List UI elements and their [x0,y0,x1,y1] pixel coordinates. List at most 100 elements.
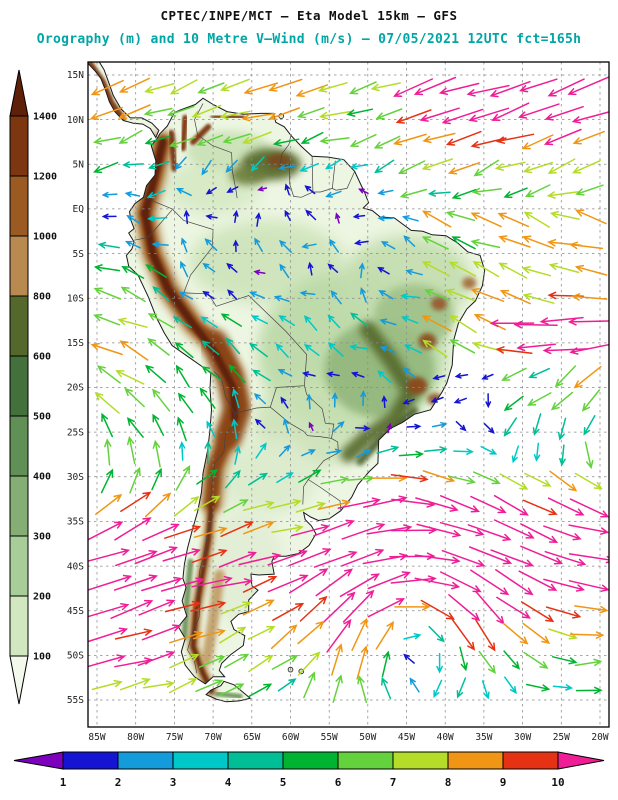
wind-arrow [326,448,343,455]
wind-arrow [92,161,119,174]
wind-arrow [304,185,316,195]
wind-arrow [422,132,456,144]
wind-arrow [525,683,551,692]
wind-arrow [448,594,481,622]
wind-arrow [454,372,469,379]
wind-arrow [299,162,320,172]
wind-arrow [218,551,257,568]
wind-arrow [299,595,328,622]
lon-label: 80W [127,732,144,743]
wind-arrow [162,548,201,562]
wind-arrow [117,317,148,328]
wind-arrow [445,210,476,222]
wind-arrow [468,107,510,122]
country-border [143,196,173,210]
wind-arrow [124,191,141,198]
colorbar-arrow-bottom [9,655,29,705]
wind-speed-label: 3 [170,776,177,789]
wind-arrow [300,131,324,144]
wind-arrow [569,631,605,639]
wind-arrow [491,102,530,121]
wind-arrow [574,264,608,276]
wind-arrow [119,677,151,691]
lon-label: 65W [243,732,260,743]
wind-arrow [504,676,517,695]
elevation-label: 200 [33,592,51,603]
wind-arrow [178,291,194,300]
wind-arrow [193,526,228,538]
colorbar-arrow-top [9,69,29,117]
wind-arrow [523,651,549,669]
wind-arrow [543,128,582,146]
colorbar-segment [447,751,504,770]
wind-arrow [392,133,427,146]
lat-label: 10S [67,293,84,304]
wind-arrow [330,290,342,305]
wind-arrow [331,391,338,408]
wind-arrow [549,470,578,492]
wind-arrow [152,286,170,302]
wind-arrow [126,417,144,438]
wind-arrow [346,108,374,117]
colorbar-segment [9,175,29,237]
wind-arrow [403,653,415,664]
wind-arrow [493,494,529,516]
wind-arrow [497,212,530,228]
wind-arrow [424,289,451,301]
wind-arrow [295,501,327,513]
wind-arrow [191,104,222,118]
wind-arrow [196,134,224,146]
elevation-label: 1400 [33,112,57,123]
wind-arrow [267,574,309,593]
wind-arrow [101,213,117,220]
wind-arrow [340,548,385,567]
wind-arrow [253,393,267,405]
wind-arrow [571,293,608,301]
lon-label: 20W [591,732,608,743]
wind-arrow [451,618,476,651]
wind-arrow [377,370,392,383]
wind-arrow [559,444,566,467]
elevation-label: 1200 [33,172,57,183]
wind-arrow [415,497,459,512]
colorbar-segment [9,235,29,297]
wind-arrow [176,416,187,442]
wind-arrow [478,650,496,674]
wind-arrow [498,235,531,248]
wind-arrow [175,188,192,197]
wind-arrow [381,650,391,678]
wind-arrow [503,187,528,199]
wind-arrow [327,342,344,357]
terrain-patch [201,569,225,666]
terrain-patch [229,165,266,185]
wind-arrow [228,364,246,384]
country-border [279,133,356,198]
colorbar-segment [117,751,174,770]
wind-arrow [381,395,388,409]
wind-arrow [219,626,247,644]
colorbar-segment [9,475,29,537]
terrain-patch [210,113,245,120]
wind-arrow [226,262,238,273]
wind-arrow [451,236,476,250]
wind-arrow [115,370,145,385]
wind-arrow [269,498,302,510]
wind-arrow [528,367,551,379]
wind-arrow [124,240,141,249]
wind-arrow [572,130,605,145]
wind-arrow [449,315,477,334]
lon-label: 25W [553,732,570,743]
wind-arrow [197,82,225,94]
wind-arrow [574,472,603,490]
wind-arrow [141,624,182,641]
wind-arrow [575,686,603,695]
wind-arrow [277,369,293,377]
wind-arrow [470,238,501,249]
wind-arrow [88,548,131,562]
wind-arrow [358,262,365,279]
wind-arrow [142,680,176,689]
wind-arrow [303,671,316,699]
terrain-patch [340,321,419,463]
lat-label: 25S [67,427,84,438]
